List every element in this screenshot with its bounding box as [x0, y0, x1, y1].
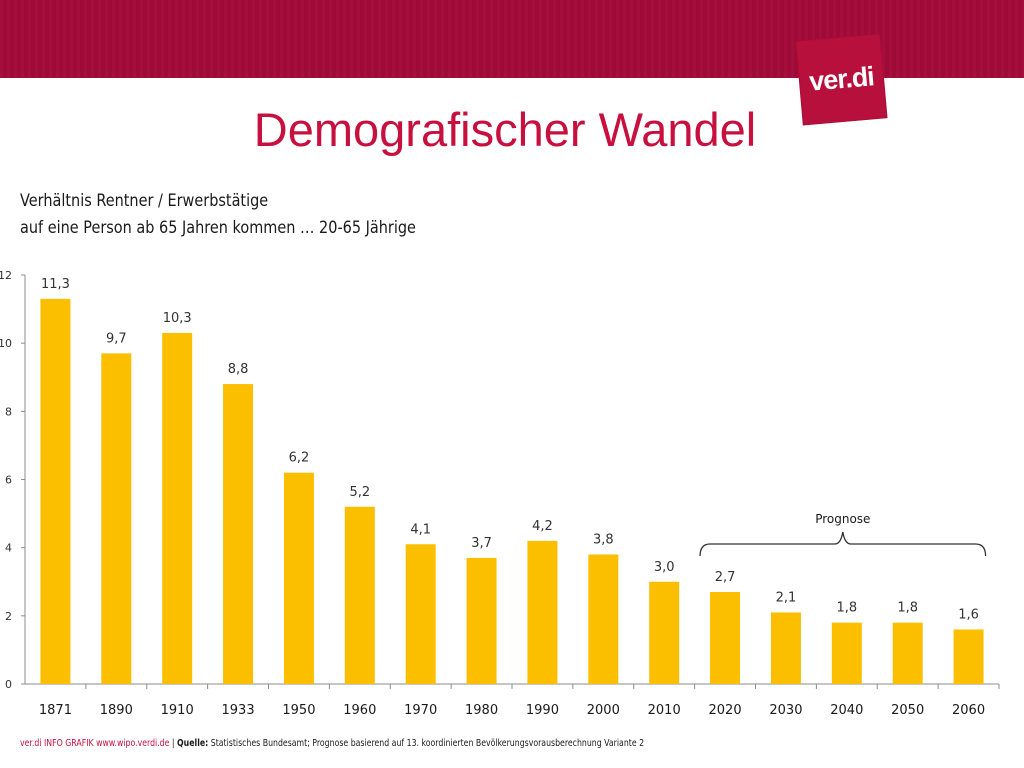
y-tick-label: 10: [0, 337, 12, 350]
bar-2010: [649, 581, 680, 684]
data-label-2060: 1,6: [958, 607, 979, 622]
footer-source-text: Statistisches Bundesamt; Prognose basier…: [210, 738, 645, 749]
bar-1950: [283, 472, 314, 684]
bar-1970: [405, 544, 436, 684]
data-label-1950: 6,2: [289, 451, 310, 466]
footer-brand: ver.di INFO GRAFIK www.wipo.verdi.de: [20, 738, 170, 749]
data-label-2040: 1,8: [836, 601, 857, 616]
data-label-1980: 3,7: [471, 536, 492, 551]
bar-2030: [770, 612, 801, 684]
x-tick-label-2020: 2020: [709, 703, 742, 718]
prognose-brace: [699, 531, 987, 557]
x-tick-label-2040: 2040: [830, 703, 863, 718]
prognose-label: Prognose: [815, 512, 870, 526]
data-label-2020: 2,7: [715, 570, 736, 585]
x-tick-label-1980: 1980: [465, 703, 498, 718]
x-tick-label-1890: 1890: [100, 703, 133, 718]
data-label-1933: 8,8: [228, 362, 249, 377]
data-label-2010: 3,0: [654, 560, 675, 575]
data-label-1871: 11,3: [41, 277, 70, 292]
bar-1910: [162, 332, 193, 684]
bar-2000: [588, 554, 619, 684]
bar-1980: [466, 557, 497, 684]
x-tick-label-1950: 1950: [282, 703, 315, 718]
y-tick-label: 8: [5, 405, 12, 418]
x-tick-label-1990: 1990: [526, 703, 559, 718]
y-tick-label: 12: [0, 269, 12, 282]
data-label-1910: 10,3: [163, 311, 192, 326]
bar-1890: [101, 353, 132, 684]
data-label-1990: 4,2: [532, 519, 553, 534]
x-tick-label-1871: 1871: [39, 703, 72, 718]
bar-2050: [892, 622, 923, 684]
bar-1960: [344, 506, 375, 684]
x-tick-label-2000: 2000: [587, 703, 620, 718]
footer-source-note: ver.di INFO GRAFIK www.wipo.verdi.de | Q…: [20, 738, 644, 749]
bar-1933: [223, 384, 254, 684]
bar-1871: [40, 298, 71, 684]
x-tick-label-1933: 1933: [222, 703, 255, 718]
data-label-1890: 9,7: [106, 331, 127, 346]
y-tick-label: 6: [5, 474, 12, 487]
x-tick-label-2050: 2050: [891, 703, 924, 718]
y-tick-label: 0: [5, 678, 12, 691]
data-label-2000: 3,8: [593, 532, 614, 547]
x-tick-label-2060: 2060: [952, 703, 985, 718]
x-tick-label-1970: 1970: [404, 703, 437, 718]
chart-subtitle-line-2: auf eine Person ab 65 Jahren kommen … 20…: [20, 218, 416, 238]
x-tick-label-1910: 1910: [161, 703, 194, 718]
data-label-1960: 5,2: [349, 485, 370, 500]
data-label-2050: 1,8: [897, 601, 918, 616]
footer-source-label: Quelle:: [177, 738, 209, 749]
data-label-2030: 2,1: [776, 590, 797, 605]
bar-1990: [527, 540, 558, 684]
x-tick-label-2030: 2030: [769, 703, 802, 718]
data-label-1970: 4,1: [410, 522, 431, 537]
y-tick-label: 2: [5, 610, 12, 623]
x-tick-label-1960: 1960: [343, 703, 376, 718]
logo-text: ver.di: [807, 61, 875, 97]
x-tick-label-2010: 2010: [648, 703, 681, 718]
chart-subtitle-line-1: Verhältnis Rentner / Erwerbstätige: [20, 191, 269, 211]
bar-chart: 0 2 4 6 8 10 12 11,3 1871 9,7 1890 10,3 1910 8,8 1933 6…: [0, 269, 1000, 718]
bar-2060: [953, 629, 984, 684]
bar-2040: [831, 622, 862, 684]
bar-2020: [710, 591, 741, 684]
page-title: Demografischer Wandel: [253, 103, 757, 156]
footer-separator: |: [171, 738, 175, 749]
y-tick-label: 4: [5, 542, 12, 555]
